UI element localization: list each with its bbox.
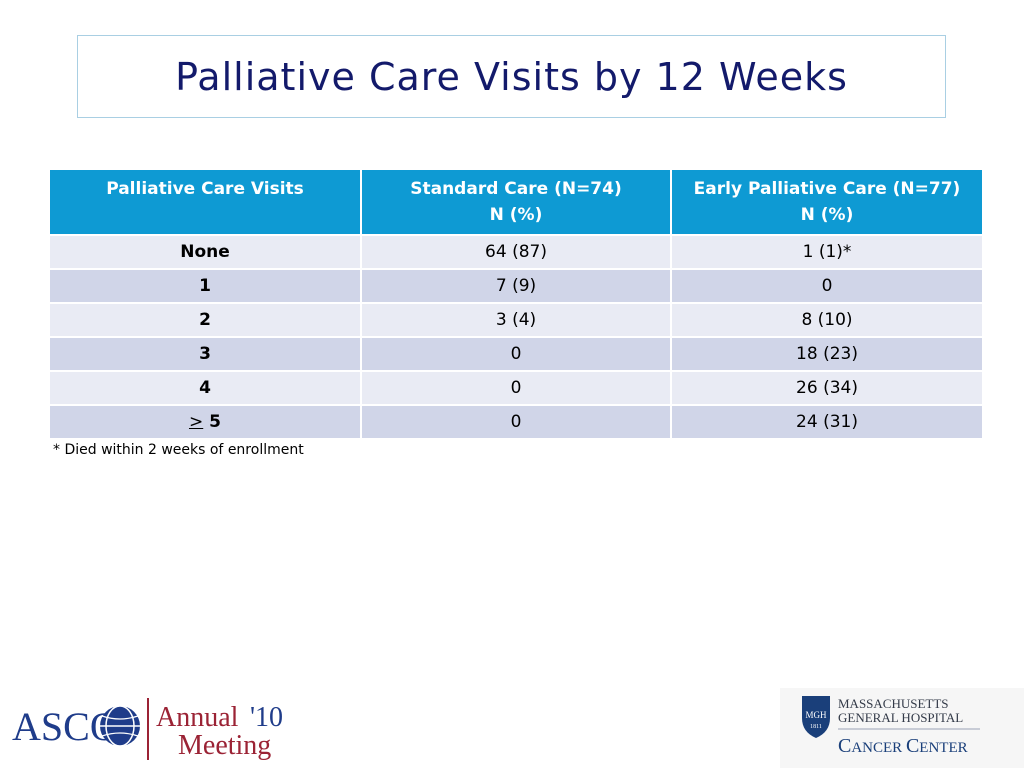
row-label: 5 [209,412,221,432]
asco-globe-icon [100,705,140,747]
table-row: 2 3 (4) 8 (10) [50,303,982,338]
standard-care-cell: 0 [361,337,672,372]
cancer-center-text: CANCER CENTER [838,735,968,757]
table-row: > 5 0 24 (31) [50,405,982,440]
early-care-cell: 8 (10) [671,303,982,338]
header-sublabel: N (%) [800,205,854,225]
row-label: 1 [50,269,362,304]
standard-care-cell: 0 [361,405,672,440]
header-label: Standard Care (N=74) [410,179,622,199]
header-standard-care: Standard Care (N=74) N (%) [361,170,672,236]
row-label: 2 [50,303,362,338]
mgh-cancer-center-logo: MGH 1811 MASSACHUSETTS GENERAL HOSPITAL … [802,696,980,757]
table-header-row: Palliative Care Visits Standard Care (N=… [50,170,982,236]
annual-text: Annual [156,702,239,733]
standard-care-cell: 7 (9) [361,269,672,304]
greater-equal-symbol: > [188,412,204,432]
mgh-line2: GENERAL HOSPITAL [838,710,963,725]
meeting-text: Meeting [178,730,271,761]
asco-annual-meeting-logo: ASCO Annual '10 Meeting [12,698,283,761]
standard-care-cell: 3 (4) [361,303,672,338]
header-early-palliative-care: Early Palliative Care (N=77) N (%) [671,170,982,236]
mgh-logo-panel: MGH 1811 MASSACHUSETTS GENERAL HOSPITAL … [780,688,1024,768]
footnote: * Died within 2 weeks of enrollment [53,442,304,458]
early-care-cell: 24 (31) [671,405,982,440]
title-box: Palliative Care Visits by 12 Weeks [77,35,946,118]
row-label: None [50,235,362,270]
early-care-cell: 0 [671,269,982,304]
early-care-cell: 1 (1)* [671,235,982,270]
mgh-badge-year: 1811 [810,724,822,730]
early-care-cell: 18 (23) [671,337,982,372]
table-row: 3 0 18 (23) [50,337,982,372]
table-row: 4 0 26 (34) [50,371,982,406]
table-row: 1 7 (9) 0 [50,269,982,304]
standard-care-cell: 64 (87) [361,235,672,270]
row-label-cell: > 5 [50,405,362,440]
early-care-cell: 26 (34) [671,371,982,406]
row-label: 3 [50,337,362,372]
header-label: Early Palliative Care (N=77) [693,179,961,199]
year-text: '10 [250,702,283,733]
table-row: None 64 (87) 1 (1)* [50,235,982,270]
row-label: 4 [50,371,362,406]
mgh-line1: MASSACHUSETTS [838,696,949,711]
slide-title: Palliative Care Visits by 12 Weeks [175,54,848,99]
mgh-shield-icon: MGH 1811 [802,696,830,738]
visits-table: Palliative Care Visits Standard Care (N=… [50,170,982,440]
header-sublabel: N (%) [489,205,543,225]
standard-care-cell: 0 [361,371,672,406]
header-label: Palliative Care Visits [106,179,304,199]
mgh-badge-text: MGH [805,710,827,720]
header-visits: Palliative Care Visits [50,170,362,236]
